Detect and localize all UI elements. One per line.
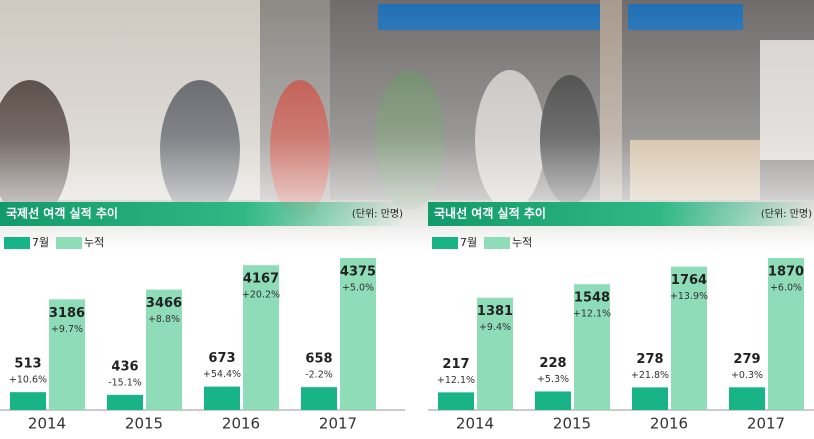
change-label: -15.1% [108,377,142,388]
bar [243,265,279,410]
change-label: +13.9% [670,291,708,302]
bar [574,284,610,410]
value-label: 4375 [340,265,376,280]
bar [10,392,46,410]
legend-label: 누적 [84,236,104,249]
bar [671,266,707,410]
value-label: 279 [733,352,760,367]
x-tick-label: 2017 [319,415,357,433]
bar [768,258,804,410]
value-label: 1548 [574,291,610,306]
charts: 국제선 여객 실적 추이 (단위: 만명) 7월 누적 2014 513 +10.6% 318… [0,202,814,433]
change-label: +0.3% [731,370,763,381]
value-label: 658 [305,352,332,367]
x-tick-label: 2017 [747,415,785,433]
change-label: +10.6% [9,375,47,386]
change-label: +12.1% [573,309,611,320]
legend-label: 누적 [512,236,532,249]
legend-swatch [432,237,458,249]
value-label: 1381 [477,304,513,319]
x-tick-label: 2014 [28,415,66,433]
change-label: +9.7% [51,324,83,335]
chart-title: 국내선 여객 실적 추이 [434,206,546,221]
change-label: +20.2% [242,290,280,301]
value-label: 1870 [768,265,804,280]
value-label: 513 [14,357,41,372]
legend-label: 7월 [460,236,477,249]
bar [107,394,143,410]
value-label: 278 [636,352,663,367]
title-band [0,202,405,226]
bar [535,391,571,410]
bar [301,387,337,410]
change-label: +12.1% [437,375,475,386]
bar [477,297,513,410]
bar [49,299,85,410]
bar [204,386,240,410]
chart-title: 국제선 여객 실적 추이 [6,206,118,221]
value-label: 673 [208,351,235,366]
unit-label: (단위: 만명) [761,207,812,220]
change-label: +21.8% [631,370,669,381]
legend-label: 7월 [32,236,49,249]
bar [146,289,182,410]
change-label: -2.2% [305,370,333,381]
change-label: +5.0% [342,283,374,294]
value-label: 217 [442,357,469,372]
unit-label: (단위: 만명) [352,207,403,220]
legend-swatch [4,237,30,249]
x-tick-label: 2014 [456,415,494,433]
bar [632,387,668,410]
change-label: +5.3% [537,374,569,385]
change-label: +8.8% [148,314,180,325]
bar [729,387,765,410]
legend-swatch [56,237,82,249]
value-label: 436 [111,359,138,374]
x-tick-label: 2015 [553,415,591,433]
bar [438,392,474,410]
x-tick-label: 2016 [650,415,688,433]
value-label: 3466 [146,296,182,311]
change-label: +9.4% [479,322,511,333]
legend-swatch [484,237,510,249]
value-label: 4167 [243,272,279,287]
title-band [428,202,814,226]
value-label: 228 [539,356,566,371]
x-tick-label: 2015 [125,415,163,433]
change-label: +54.4% [203,369,241,380]
value-label: 1764 [671,273,707,288]
x-tick-label: 2016 [222,415,260,433]
change-label: +6.0% [770,283,802,294]
bar [340,258,376,410]
value-label: 3186 [49,306,85,321]
